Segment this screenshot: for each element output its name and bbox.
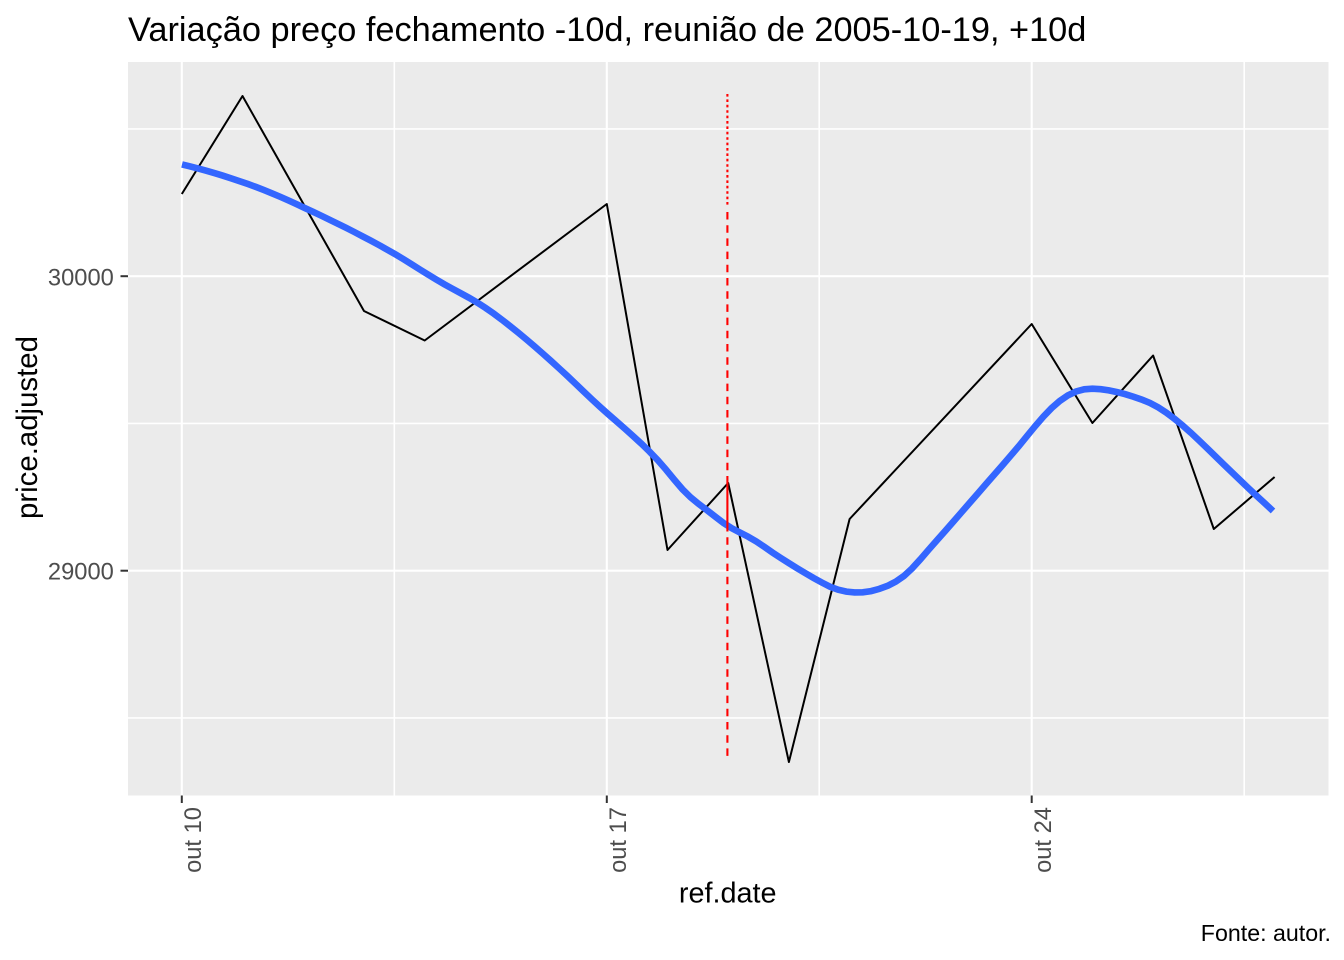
svg-text:Fonte: autor.: Fonte: autor. <box>1201 920 1331 946</box>
svg-text:price.adjusted: price.adjusted <box>11 336 44 519</box>
svg-text:Variação preço fechamento -10d: Variação preço fechamento -10d, reunião … <box>128 11 1086 49</box>
svg-text:ref.date: ref.date <box>679 878 777 910</box>
svg-text:out 17: out 17 <box>606 807 632 873</box>
svg-text:out 24: out 24 <box>1031 807 1057 873</box>
svg-text:out 10: out 10 <box>181 807 207 873</box>
svg-text:30000: 30000 <box>48 265 114 291</box>
svg-text:29000: 29000 <box>48 560 114 586</box>
